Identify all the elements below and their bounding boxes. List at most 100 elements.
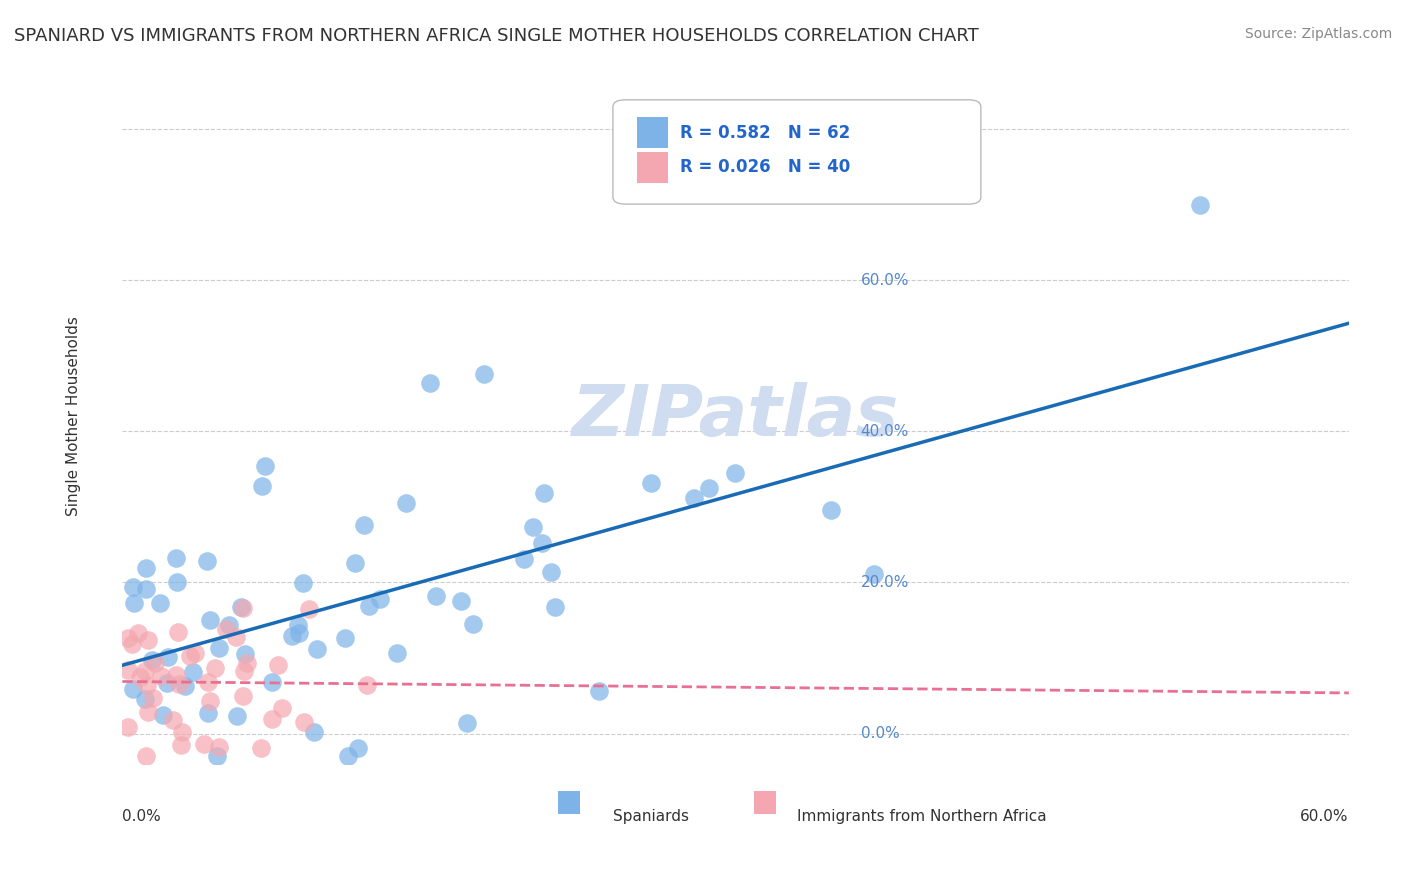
Point <box>254 458 277 473</box>
Point <box>588 683 610 698</box>
Point <box>353 517 375 532</box>
Point <box>233 647 256 661</box>
Point <box>149 596 172 610</box>
Point <box>820 503 842 517</box>
Text: ZIPatlas: ZIPatlas <box>572 382 900 450</box>
Point <box>142 690 165 705</box>
Point <box>193 737 215 751</box>
Point <box>456 715 478 730</box>
Point <box>167 677 190 691</box>
Point <box>197 706 219 721</box>
Point <box>522 520 544 534</box>
Point <box>450 593 472 607</box>
Point <box>134 692 156 706</box>
Text: 60.0%: 60.0% <box>1301 809 1348 824</box>
Bar <box>637 152 668 183</box>
Point <box>117 663 139 677</box>
Point <box>533 485 555 500</box>
Text: Single Mother Households: Single Mother Households <box>66 317 80 516</box>
Point <box>129 670 152 684</box>
Point <box>236 656 259 670</box>
Point <box>156 650 179 665</box>
Point <box>232 601 254 615</box>
Bar <box>558 791 579 814</box>
Point <box>121 580 143 594</box>
Point <box>335 631 357 645</box>
Point <box>122 596 145 610</box>
Point <box>117 631 139 645</box>
Point <box>136 678 159 692</box>
Point <box>173 679 195 693</box>
Bar <box>754 791 776 814</box>
Point <box>155 676 177 690</box>
Point <box>280 629 302 643</box>
Point <box>302 724 325 739</box>
Point <box>152 708 174 723</box>
Point <box>292 575 315 590</box>
Point <box>226 708 249 723</box>
Point <box>266 657 288 672</box>
Point <box>640 476 662 491</box>
Point <box>336 749 359 764</box>
Text: SPANIARD VS IMMIGRANTS FROM NORTHERN AFRICA SINGLE MOTHER HOUSEHOLDS CORRELATION: SPANIARD VS IMMIGRANTS FROM NORTHERN AFR… <box>14 27 979 45</box>
Point <box>368 591 391 606</box>
Text: 60.0%: 60.0% <box>860 273 910 287</box>
Point <box>305 642 328 657</box>
Point <box>136 632 159 647</box>
Point <box>298 601 321 615</box>
Point <box>162 713 184 727</box>
Text: R = 0.582   N = 62: R = 0.582 N = 62 <box>681 124 851 142</box>
Point <box>195 554 218 568</box>
Text: 20.0%: 20.0% <box>860 575 910 590</box>
Point <box>215 623 238 637</box>
Point <box>166 551 188 566</box>
Point <box>117 720 139 734</box>
Point <box>165 668 187 682</box>
Point <box>135 749 157 764</box>
Point <box>184 646 207 660</box>
Text: 40.0%: 40.0% <box>860 424 910 439</box>
Point <box>121 682 143 697</box>
Point <box>218 618 240 632</box>
Point <box>724 466 747 480</box>
FancyBboxPatch shape <box>613 100 981 204</box>
Point <box>233 664 256 678</box>
Point <box>150 669 173 683</box>
Point <box>270 701 292 715</box>
Point <box>1188 197 1211 211</box>
Point <box>260 712 283 726</box>
Bar <box>637 117 668 148</box>
Point <box>863 566 886 581</box>
Point <box>166 624 188 639</box>
Point <box>512 551 534 566</box>
Text: 80.0%: 80.0% <box>860 121 910 136</box>
Point <box>395 496 418 510</box>
Point <box>387 646 409 660</box>
Point <box>347 740 370 755</box>
Point <box>197 675 219 690</box>
Text: 0.0%: 0.0% <box>122 809 162 824</box>
Point <box>683 491 706 505</box>
Point <box>134 664 156 678</box>
Point <box>225 630 247 644</box>
Text: R = 0.026   N = 40: R = 0.026 N = 40 <box>681 158 851 177</box>
Point <box>205 749 228 764</box>
Text: Immigrants from Northern Africa: Immigrants from Northern Africa <box>797 809 1046 824</box>
Point <box>292 714 315 729</box>
Point <box>198 613 221 627</box>
Point <box>170 738 193 752</box>
Point <box>135 561 157 575</box>
Point <box>143 656 166 670</box>
Point <box>232 689 254 703</box>
Point <box>287 618 309 632</box>
Point <box>461 617 484 632</box>
Point <box>121 637 143 651</box>
Point <box>357 599 380 613</box>
Point <box>699 481 721 495</box>
Point <box>288 626 311 640</box>
Text: Spaniards: Spaniards <box>613 809 689 824</box>
Point <box>127 626 149 640</box>
Point <box>544 599 567 614</box>
Point <box>166 575 188 590</box>
Text: 0.0%: 0.0% <box>860 726 900 741</box>
